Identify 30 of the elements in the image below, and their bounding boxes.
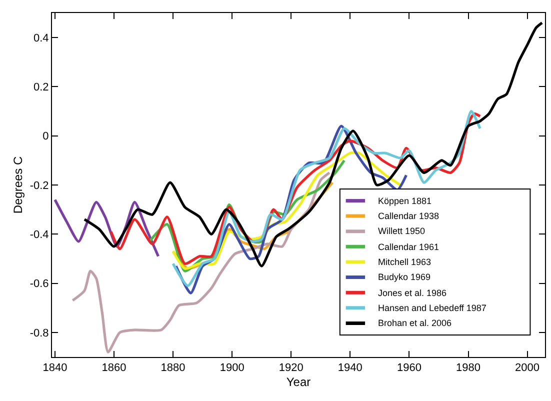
legend-label: Köppen 1881 [378,196,432,206]
legend-label: Hansen and Lebedeff 1987 [378,303,486,313]
line-series [172,110,482,288]
x-tick-label: 2000 [515,362,540,374]
x-tick-label: 1880 [160,362,186,374]
x-tick-label: 1900 [220,362,244,374]
y-tick-label: 0.4 [34,32,49,44]
legend-label: Willett 1950 [378,226,426,236]
legend-label: Mitchell 1963 [378,257,432,267]
x-tick-label: 1980 [456,362,480,374]
line-series [83,22,544,268]
y-tick-label: -0.4 [30,228,49,241]
y-axis-title: Degrees C [11,156,26,214]
x-tick-label: 1860 [102,362,126,374]
y-tick-label: -0.6 [30,278,49,290]
legend-label: Callendar 1938 [378,211,440,221]
x-tick-label: 1940 [338,362,362,374]
legend-label: Jones et al. 1986 [378,288,447,298]
legend-label: Budyko 1969 [378,272,431,282]
x-tick-label: 1960 [396,362,422,374]
line-series [71,171,331,354]
x-tick-label: 1920 [278,362,304,374]
y-tick-label: -0.2 [30,180,49,192]
y-tick-label: 0 [42,130,49,143]
y-tick-label: -0.8 [30,327,49,340]
x-tick-label: 1840 [42,362,68,374]
legend-label: Brohan et al. 2006 [378,318,452,328]
legend-label: Callendar 1961 [378,242,440,252]
y-tick-label: 0.2 [34,82,49,94]
x-axis-title: Year [286,375,311,390]
